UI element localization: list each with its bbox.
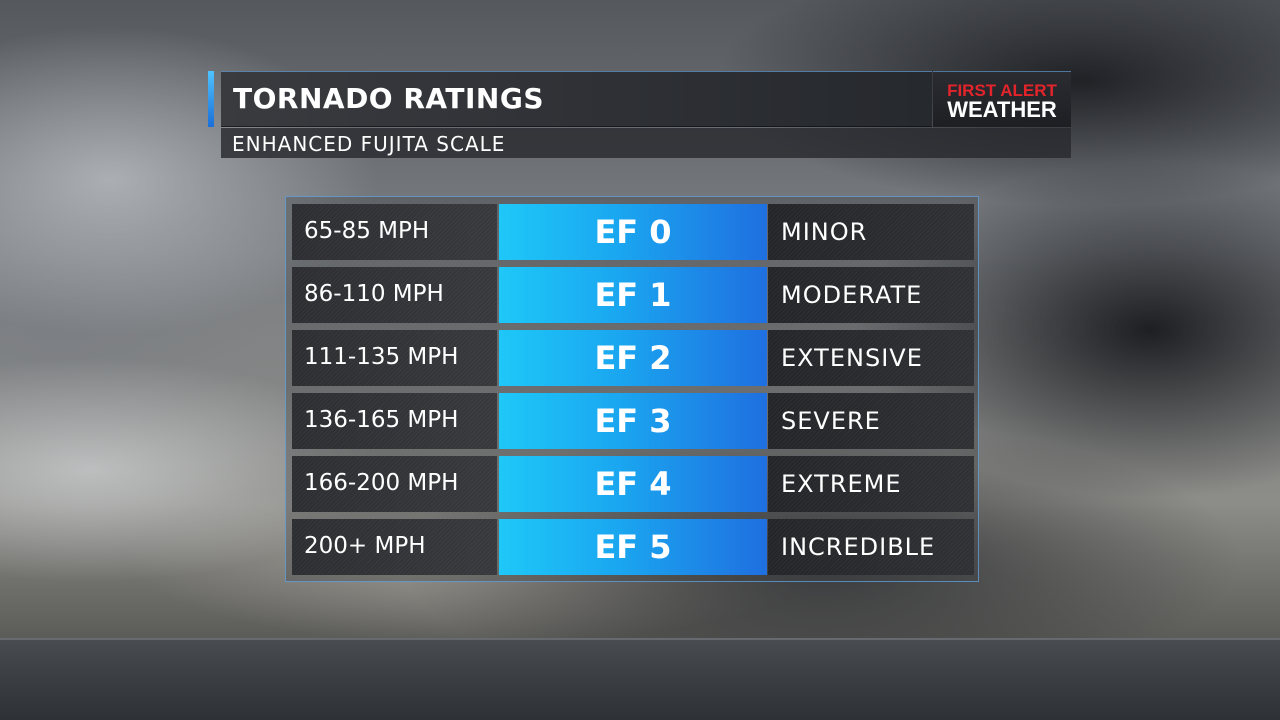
ef-rating-text: EF 0 bbox=[594, 213, 672, 251]
damage-level-cell: MINOR bbox=[768, 204, 974, 260]
ef-rating-text: EF 3 bbox=[594, 402, 672, 440]
table-row: 111-135 MPH EF 2 EXTENSIVE bbox=[292, 330, 974, 386]
ef-rating-cell: EF 2 bbox=[499, 330, 767, 386]
damage-level-cell: MODERATE bbox=[768, 267, 974, 323]
ef-scale-table bbox=[285, 196, 979, 582]
wind-speed-cell: 200+ MPH bbox=[292, 519, 497, 575]
logo-line-first-alert: FIRST ALERT bbox=[947, 81, 1057, 100]
table-row: 166-200 MPH EF 4 EXTREME bbox=[292, 456, 974, 512]
wind-speed-text: 65-85 MPH bbox=[304, 218, 430, 244]
damage-level-cell: EXTENSIVE bbox=[768, 330, 974, 386]
wind-speed-cell: 86-110 MPH bbox=[292, 267, 497, 323]
damage-level-text: EXTREME bbox=[781, 470, 902, 498]
damage-level-text: MINOR bbox=[781, 218, 868, 246]
damage-level-text: MODERATE bbox=[781, 281, 923, 309]
ef-rating-cell: EF 0 bbox=[499, 204, 767, 260]
wind-speed-cell: 65-85 MPH bbox=[292, 204, 497, 260]
damage-level-text: SEVERE bbox=[781, 407, 881, 435]
page-title: TORNADO RATINGS bbox=[233, 82, 545, 115]
header-accent-bar bbox=[208, 71, 214, 127]
wind-speed-cell: 111-135 MPH bbox=[292, 330, 497, 386]
first-alert-weather-logo: FIRST ALERT WEATHER bbox=[933, 71, 1071, 127]
table-row: 136-165 MPH EF 3 SEVERE bbox=[292, 393, 974, 449]
damage-level-text: EXTENSIVE bbox=[781, 344, 923, 372]
wind-speed-text: 111-135 MPH bbox=[304, 344, 459, 370]
wind-speed-text: 200+ MPH bbox=[304, 533, 426, 559]
logo-line-weather: WEATHER bbox=[947, 97, 1057, 122]
subtitle-bar: ENHANCED FUJITA SCALE bbox=[221, 128, 1071, 158]
ef-rating-text: EF 1 bbox=[594, 276, 672, 314]
damage-level-cell: EXTREME bbox=[768, 456, 974, 512]
table-row: 86-110 MPH EF 1 MODERATE bbox=[292, 267, 974, 323]
table-row: 65-85 MPH EF 0 MINOR bbox=[292, 204, 974, 260]
ef-rating-text: EF 4 bbox=[594, 465, 672, 503]
damage-level-cell: INCREDIBLE bbox=[768, 519, 974, 575]
ef-rating-text: EF 2 bbox=[594, 339, 672, 377]
ef-rating-cell: EF 1 bbox=[499, 267, 767, 323]
sea-background bbox=[0, 638, 1280, 720]
wind-speed-text: 86-110 MPH bbox=[304, 281, 444, 307]
wind-speed-text: 136-165 MPH bbox=[304, 407, 459, 433]
damage-level-cell: SEVERE bbox=[768, 393, 974, 449]
ef-rating-cell: EF 5 bbox=[499, 519, 767, 575]
table-row: 200+ MPH EF 5 INCREDIBLE bbox=[292, 519, 974, 575]
page-subtitle: ENHANCED FUJITA SCALE bbox=[232, 132, 506, 156]
ef-rating-text: EF 5 bbox=[594, 528, 672, 566]
ef-rating-cell: EF 3 bbox=[499, 393, 767, 449]
wind-speed-cell: 136-165 MPH bbox=[292, 393, 497, 449]
damage-level-text: INCREDIBLE bbox=[781, 533, 936, 561]
title-bar: TORNADO RATINGS bbox=[221, 71, 932, 127]
wind-speed-cell: 166-200 MPH bbox=[292, 456, 497, 512]
wind-speed-text: 166-200 MPH bbox=[304, 470, 459, 496]
ef-rating-cell: EF 4 bbox=[499, 456, 767, 512]
